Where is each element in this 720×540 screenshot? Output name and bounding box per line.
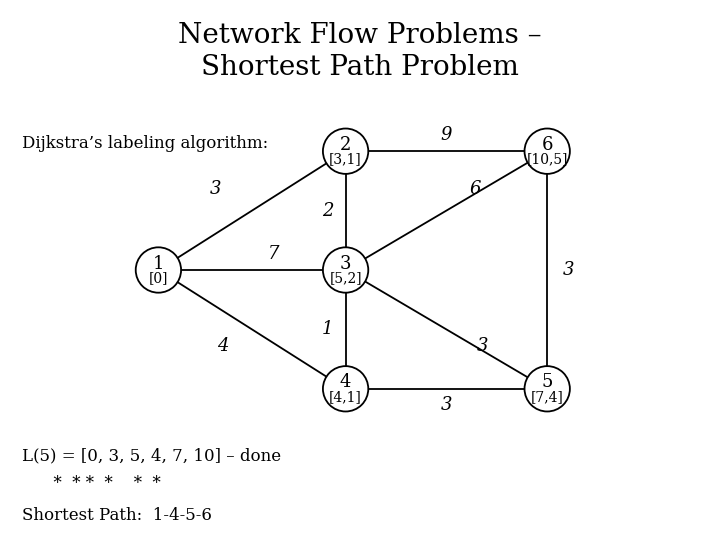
Text: [4,1]: [4,1] — [329, 390, 362, 404]
Text: 3: 3 — [563, 261, 575, 279]
Text: 6: 6 — [541, 136, 553, 154]
Text: 4: 4 — [340, 373, 351, 392]
Text: 2: 2 — [340, 136, 351, 154]
Ellipse shape — [323, 366, 368, 411]
Text: 3: 3 — [441, 396, 452, 414]
Text: [0]: [0] — [148, 271, 168, 285]
Text: 3: 3 — [340, 254, 351, 273]
Text: 1: 1 — [153, 254, 164, 273]
Text: 5: 5 — [541, 373, 553, 392]
Text: [5,2]: [5,2] — [329, 271, 362, 285]
Text: 4: 4 — [217, 336, 229, 355]
Ellipse shape — [524, 366, 570, 411]
Text: [10,5]: [10,5] — [526, 152, 568, 166]
Text: Shortest Path:  1-4-5-6: Shortest Path: 1-4-5-6 — [22, 507, 212, 524]
Text: 9: 9 — [441, 126, 452, 144]
Text: 3: 3 — [477, 336, 488, 355]
Text: [7,4]: [7,4] — [531, 390, 564, 404]
Text: 1: 1 — [322, 320, 333, 339]
Text: [3,1]: [3,1] — [329, 152, 362, 166]
Text: Dijkstra’s labeling algorithm:: Dijkstra’s labeling algorithm: — [22, 134, 268, 152]
Ellipse shape — [323, 247, 368, 293]
Text: 6: 6 — [469, 180, 481, 198]
Ellipse shape — [135, 247, 181, 293]
Text: 2: 2 — [322, 201, 333, 220]
Text: *  * *  *    *  *: * * * * * * — [22, 475, 161, 492]
Text: L(5) = [0, 3, 5, 4, 7, 10] – done: L(5) = [0, 3, 5, 4, 7, 10] – done — [22, 448, 281, 465]
Ellipse shape — [323, 129, 368, 174]
Text: Network Flow Problems –
Shortest Path Problem: Network Flow Problems – Shortest Path Pr… — [178, 22, 542, 81]
Text: 3: 3 — [210, 180, 222, 198]
Ellipse shape — [524, 129, 570, 174]
Text: 7: 7 — [268, 245, 279, 263]
